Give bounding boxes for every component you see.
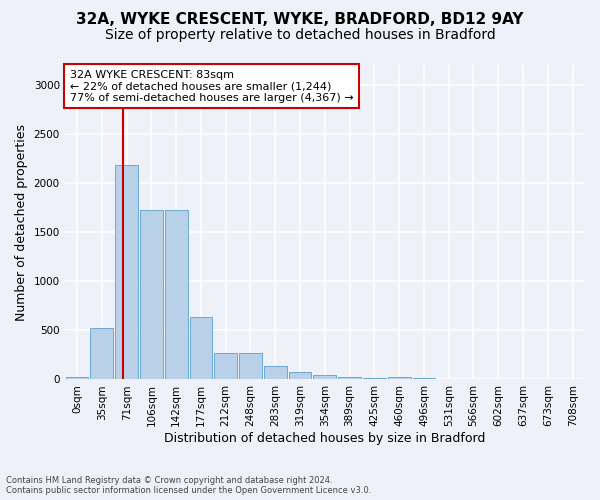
- Bar: [388, 376, 410, 380]
- Bar: [91, 328, 113, 380]
- Bar: [165, 210, 188, 380]
- Y-axis label: Number of detached properties: Number of detached properties: [15, 124, 28, 320]
- Bar: [313, 375, 336, 380]
- Text: Contains HM Land Registry data © Crown copyright and database right 2024.
Contai: Contains HM Land Registry data © Crown c…: [6, 476, 371, 495]
- Bar: [338, 376, 361, 380]
- Bar: [214, 353, 237, 380]
- X-axis label: Distribution of detached houses by size in Bradford: Distribution of detached houses by size …: [164, 432, 485, 445]
- Bar: [289, 372, 311, 380]
- Bar: [115, 164, 138, 380]
- Bar: [363, 378, 386, 380]
- Bar: [413, 378, 436, 380]
- Text: 32A, WYKE CRESCENT, WYKE, BRADFORD, BD12 9AY: 32A, WYKE CRESCENT, WYKE, BRADFORD, BD12…: [76, 12, 524, 28]
- Bar: [239, 353, 262, 380]
- Bar: [264, 366, 287, 380]
- Text: 32A WYKE CRESCENT: 83sqm
← 22% of detached houses are smaller (1,244)
77% of sem: 32A WYKE CRESCENT: 83sqm ← 22% of detach…: [70, 70, 353, 103]
- Bar: [140, 210, 163, 380]
- Bar: [190, 316, 212, 380]
- Text: Size of property relative to detached houses in Bradford: Size of property relative to detached ho…: [104, 28, 496, 42]
- Bar: [65, 377, 88, 380]
